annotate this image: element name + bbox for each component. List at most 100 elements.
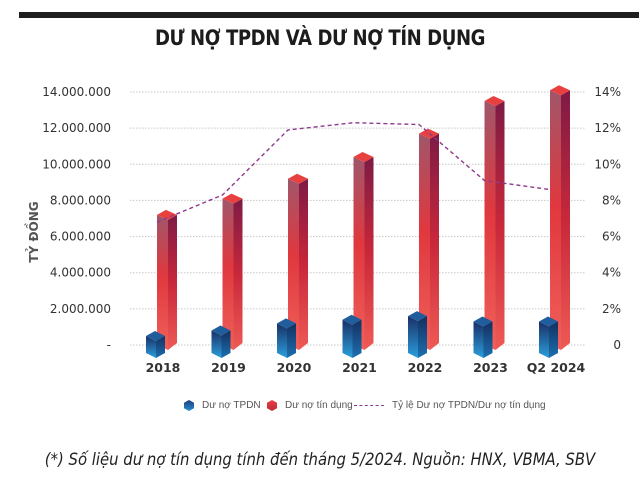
credit-bar	[353, 152, 374, 350]
dashed-line-icon	[354, 405, 384, 406]
tpdn-bar	[277, 318, 296, 358]
y2-tick-label: 8%	[602, 193, 621, 207]
tpdn-bar	[146, 330, 165, 358]
tpdn-bar-front	[539, 321, 549, 358]
credit-bar-top	[484, 96, 505, 107]
tpdn-bar-front	[277, 323, 287, 358]
gridlines	[130, 91, 585, 346]
tpdn-bar	[342, 314, 362, 358]
tpdn-bar-side	[418, 316, 427, 358]
left-axis-ticks: - 2.000.000 4.000.000 6.000.000 8.000.000 10.…	[42, 85, 111, 352]
legend-label-tpdn: Dư nợ TPDN	[202, 400, 261, 411]
y-tick-label: 14.000.000	[42, 85, 111, 99]
credit-bar	[222, 193, 243, 350]
y-axis-label: TỶ ĐỒNG	[24, 201, 41, 262]
tpdn-bar-top	[408, 311, 427, 322]
credit-bar-side	[299, 178, 308, 350]
x-tick-label: 2023	[473, 360, 508, 375]
x-tick-label: 2020	[277, 360, 312, 375]
tpdn-bar	[473, 316, 493, 358]
y-tick-label: 6.000.000	[50, 230, 111, 244]
chart-area: - 2.000.000 4.000.000 6.000.000 8.000.000 10.…	[24, 85, 621, 375]
tpdn-bar	[539, 316, 558, 358]
tpdn-bar-top	[211, 325, 231, 336]
y2-tick-label: 0	[613, 338, 621, 352]
bars	[146, 85, 570, 358]
x-tick-label: Q2 2024	[527, 360, 586, 375]
credit-bar-side	[364, 157, 374, 350]
y2-tick-label: 10%	[594, 157, 621, 171]
tpdn-bar-top	[342, 314, 362, 325]
legend-item-credit: Dư nợ tín dụng	[267, 400, 353, 411]
y-tick-label: 2.000.000	[50, 302, 111, 316]
credit-bar-top	[288, 173, 308, 184]
ratio-line	[156, 122, 551, 223]
y-tick-label: 8.000.000	[50, 193, 111, 207]
credit-bar-front	[419, 133, 430, 350]
tpdn-bar-front	[408, 316, 418, 358]
tpdn-bar-top	[277, 318, 296, 329]
x-tick-label: 2021	[342, 360, 377, 375]
credit-bar-top	[222, 193, 243, 204]
tpdn-bar-front	[211, 330, 222, 358]
tpdn-bar-side	[549, 321, 558, 358]
y2-tick-label: 2%	[602, 302, 621, 316]
tpdn-bar-side	[352, 319, 362, 358]
tpdn-bar-top	[473, 316, 493, 327]
credit-bar	[550, 85, 570, 350]
tpdn-bar-side	[156, 335, 165, 358]
credit-bar	[484, 96, 505, 351]
credit-bar-front	[484, 101, 496, 351]
credit-cube-icon	[267, 400, 277, 411]
x-tick-label: 2022	[408, 360, 443, 375]
chart-title: DƯ NỢ TPDN VÀ DƯ NỢ TÍN DỤNG	[154, 26, 486, 50]
ratio-line-layer	[156, 122, 551, 223]
legend-label-credit: Dư nợ tín dụng	[285, 400, 353, 411]
legend-label-ratio: Tỷ lệ Dư nợ TPDN/Dư nợ tín dụng	[392, 400, 546, 411]
credit-bar-front	[288, 178, 299, 350]
y2-tick-label: 12%	[594, 121, 621, 135]
tpdn-bar-side	[287, 323, 296, 358]
legend-item-ratio: Tỷ lệ Dư nợ TPDN/Dư nợ tín dụng	[354, 400, 546, 411]
tpdn-bar	[408, 311, 427, 358]
x-tick-label: 2018	[146, 360, 181, 375]
legend: Dư nợ TPDN Dư nợ tín dụng Tỷ lệ Dư nợ TP…	[0, 398, 640, 418]
credit-bar-side	[168, 214, 177, 350]
credit-bar-side	[561, 90, 570, 350]
credit-bar-side	[495, 101, 505, 351]
right-axis-ticks: 0 2% 4% 6% 8% 10% 12% 14%	[594, 85, 621, 352]
y2-tick-label: 6%	[602, 230, 621, 244]
credit-bar-front	[157, 214, 168, 350]
credit-bar-top	[157, 209, 177, 220]
y-tick-label: 4.000.000	[50, 266, 111, 280]
footnote: (*) Số liệu dư nợ tín dụng tính đến thán…	[44, 450, 596, 469]
credit-bar	[419, 128, 439, 350]
tpdn-bar-front	[342, 319, 353, 358]
credit-bar-front	[353, 157, 365, 350]
tpdn-bar	[211, 325, 231, 358]
tpdn-cube-icon	[184, 400, 194, 411]
credit-bar	[157, 209, 177, 350]
x-axis-ticks: 2018 2019 2020 2021 2022 2023 Q2 2024	[146, 360, 586, 375]
x-tick-label: 2019	[211, 360, 246, 375]
y-tick-label: 12.000.000	[42, 121, 111, 135]
tpdn-bar-side	[221, 330, 231, 358]
credit-bar-side	[430, 133, 439, 350]
y-tick-label: -	[107, 338, 111, 352]
tpdn-bar-side	[483, 321, 493, 358]
legend-item-tpdn: Dư nợ TPDN	[184, 400, 261, 411]
credit-bar	[288, 173, 308, 350]
y2-tick-label: 14%	[594, 85, 621, 99]
credit-bar-top	[550, 85, 570, 96]
tpdn-bar-top	[539, 316, 558, 327]
credit-bar-side	[233, 198, 243, 350]
tpdn-bar-front	[146, 335, 156, 358]
credit-bar-front	[222, 198, 234, 350]
tpdn-bar-front	[473, 321, 484, 358]
top-rule	[19, 12, 639, 18]
y-tick-label: 10.000.000	[42, 157, 111, 171]
credit-bar-top	[353, 152, 374, 163]
credit-bar-front	[550, 90, 561, 350]
tpdn-bar-top	[146, 330, 165, 341]
y2-tick-label: 4%	[602, 266, 621, 280]
